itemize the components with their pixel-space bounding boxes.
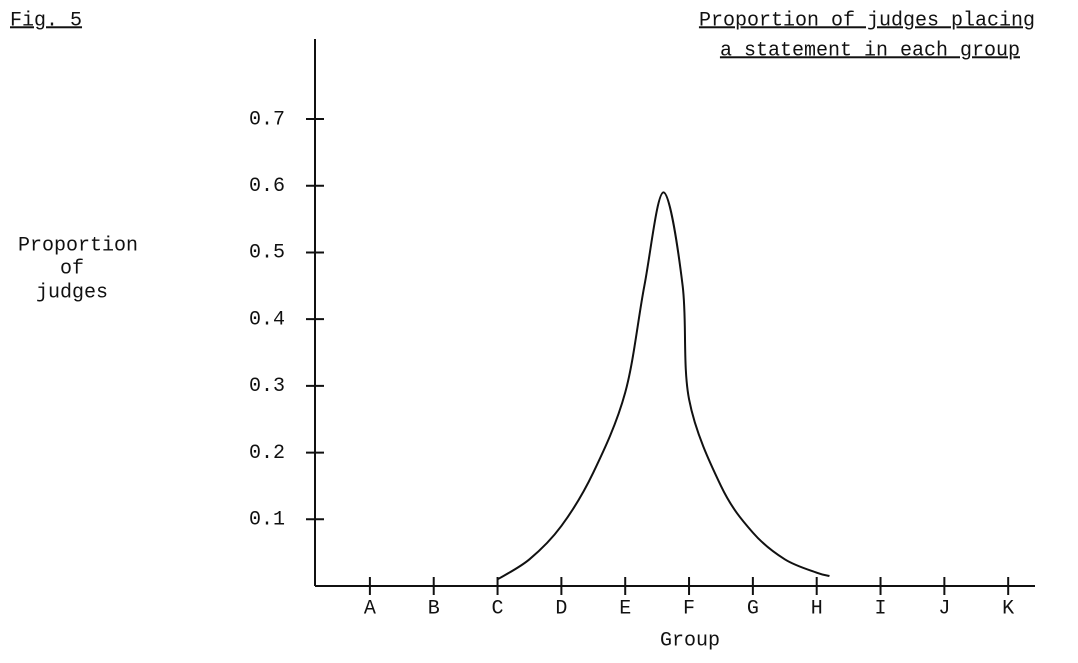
x-tick-label: K (1002, 597, 1014, 620)
chart-title: a statement in each group (720, 39, 1020, 62)
y-axis-label: Proportion (18, 234, 138, 257)
x-tick-label: E (619, 597, 631, 620)
y-tick-label: 0.2 (249, 442, 285, 465)
y-tick-label: 0.1 (249, 509, 285, 532)
curve (497, 191, 830, 581)
x-tick-label: A (364, 597, 376, 620)
x-tick-label: I (875, 597, 887, 620)
x-tick-label: F (683, 597, 695, 620)
y-tick-label: 0.7 (249, 108, 285, 131)
chart-title: Proportion of judges placing (699, 9, 1035, 32)
x-tick-label: G (747, 597, 759, 620)
y-tick-label: 0.6 (249, 175, 285, 198)
y-tick-label: 0.3 (249, 375, 285, 398)
figure-label: Fig. 5 (10, 9, 82, 32)
y-axis-label: judges (36, 281, 108, 304)
y-tick-label: 0.5 (249, 242, 285, 265)
x-tick-label: J (938, 597, 950, 620)
y-tick-label: 0.4 (249, 308, 285, 331)
x-axis-label: Group (660, 629, 720, 652)
x-tick-label: D (555, 597, 567, 620)
x-tick-label: C (492, 597, 504, 620)
y-axis-label: of (60, 257, 84, 280)
x-tick-label: H (811, 597, 823, 620)
x-tick-label: B (428, 597, 440, 620)
